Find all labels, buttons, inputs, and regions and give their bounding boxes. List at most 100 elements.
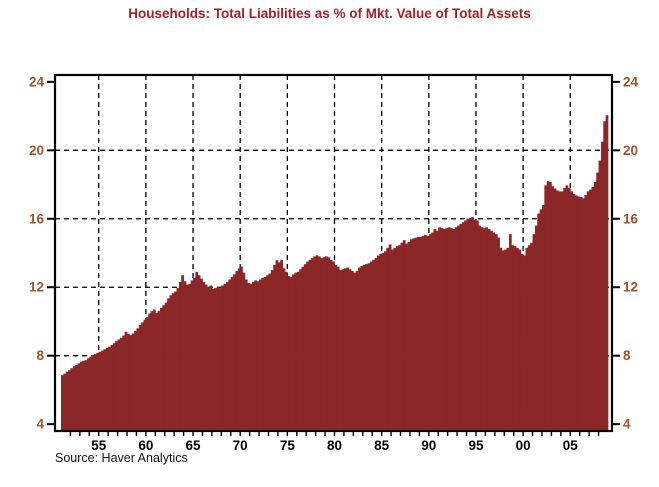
data-bar xyxy=(490,230,493,431)
data-bar xyxy=(75,365,78,431)
data-bar xyxy=(593,181,597,431)
data-bar xyxy=(207,287,210,431)
data-bar xyxy=(145,317,149,431)
data-bar xyxy=(230,276,234,431)
data-bar xyxy=(574,195,578,431)
data-bar xyxy=(77,363,81,431)
data-bar xyxy=(405,243,408,431)
data-bar xyxy=(398,245,401,431)
data-bar xyxy=(558,191,562,431)
data-bar xyxy=(565,185,569,431)
data-bar xyxy=(379,253,383,431)
x-axis-label: 95 xyxy=(468,438,484,453)
data-bar xyxy=(63,373,67,431)
data-bar xyxy=(108,346,111,431)
data-bar xyxy=(508,234,512,431)
data-bar xyxy=(223,283,227,431)
data-bar xyxy=(266,275,269,431)
data-bar xyxy=(400,242,404,431)
data-bar xyxy=(197,275,201,431)
y-axis-label-left: 8 xyxy=(36,348,44,363)
data-bar xyxy=(362,264,366,431)
data-bar xyxy=(164,302,168,431)
data-bar xyxy=(541,205,545,431)
data-bar xyxy=(424,235,427,431)
data-bar xyxy=(412,238,416,431)
data-bar xyxy=(579,197,583,431)
data-bar xyxy=(249,283,253,431)
data-bar xyxy=(428,234,432,431)
data-bar xyxy=(195,271,199,431)
data-bar xyxy=(374,258,378,431)
data-bar xyxy=(487,229,491,431)
data-bar xyxy=(334,264,338,431)
data-bar xyxy=(244,279,248,431)
data-bar xyxy=(70,368,74,431)
data-bar xyxy=(148,313,151,431)
data-bar xyxy=(313,256,316,431)
data-bar xyxy=(464,220,467,431)
data-bar xyxy=(584,194,588,431)
data-bar xyxy=(546,181,550,431)
data-bar xyxy=(433,229,437,431)
data-bar xyxy=(421,235,425,431)
data-bar xyxy=(384,251,387,431)
data-bar xyxy=(68,370,71,431)
data-bar xyxy=(91,355,95,431)
data-bar xyxy=(284,271,288,431)
data-bar xyxy=(89,356,92,431)
data-bar xyxy=(346,267,349,431)
data-bar xyxy=(572,193,576,431)
data-bar xyxy=(61,375,64,431)
data-bar xyxy=(138,325,142,431)
data-bar xyxy=(520,253,524,431)
data-bar xyxy=(407,241,411,432)
data-bar xyxy=(110,345,114,431)
x-axis-label: 55 xyxy=(91,438,107,453)
data-bar xyxy=(292,274,295,431)
data-bar xyxy=(127,333,130,431)
data-bar xyxy=(596,172,599,431)
x-axis-label: 70 xyxy=(233,438,248,453)
data-bar xyxy=(122,335,126,431)
data-bar xyxy=(112,343,116,431)
data-bar xyxy=(261,277,265,431)
plot-frame xyxy=(53,73,614,433)
data-bar xyxy=(119,337,123,431)
data-bar xyxy=(240,266,243,431)
data-bar xyxy=(452,229,456,431)
data-bar xyxy=(553,188,557,431)
data-bar xyxy=(532,234,536,431)
y-axis-label-left: 20 xyxy=(29,143,44,158)
data-bar xyxy=(79,361,83,431)
data-bar xyxy=(570,191,573,431)
y-axis-label-left: 24 xyxy=(29,74,45,89)
data-bar xyxy=(473,219,477,432)
data-bar xyxy=(332,261,335,431)
x-axis-label: 90 xyxy=(421,438,436,453)
data-bar xyxy=(527,245,531,431)
data-bar xyxy=(325,256,328,431)
data-bar xyxy=(438,227,441,431)
data-bar xyxy=(353,272,357,431)
data-bar xyxy=(339,270,342,431)
data-bar xyxy=(530,242,533,431)
data-bar xyxy=(567,187,571,431)
data-bar xyxy=(494,234,498,431)
data-bar xyxy=(504,249,507,431)
y-axis-label-right: 16 xyxy=(623,211,639,226)
y-axis-label-right: 20 xyxy=(623,143,638,158)
x-axis-label: 60 xyxy=(138,438,153,453)
data-bar xyxy=(365,264,368,432)
data-bar xyxy=(360,265,364,431)
data-bar xyxy=(320,258,324,431)
data-bar xyxy=(336,266,340,431)
data-bar xyxy=(226,282,229,431)
data-bar xyxy=(98,351,102,431)
data-bar xyxy=(388,244,392,431)
data-bar xyxy=(478,225,482,431)
data-bar xyxy=(600,141,604,431)
chart-title: Households: Total Liabilities as % of Mk… xyxy=(128,6,531,21)
